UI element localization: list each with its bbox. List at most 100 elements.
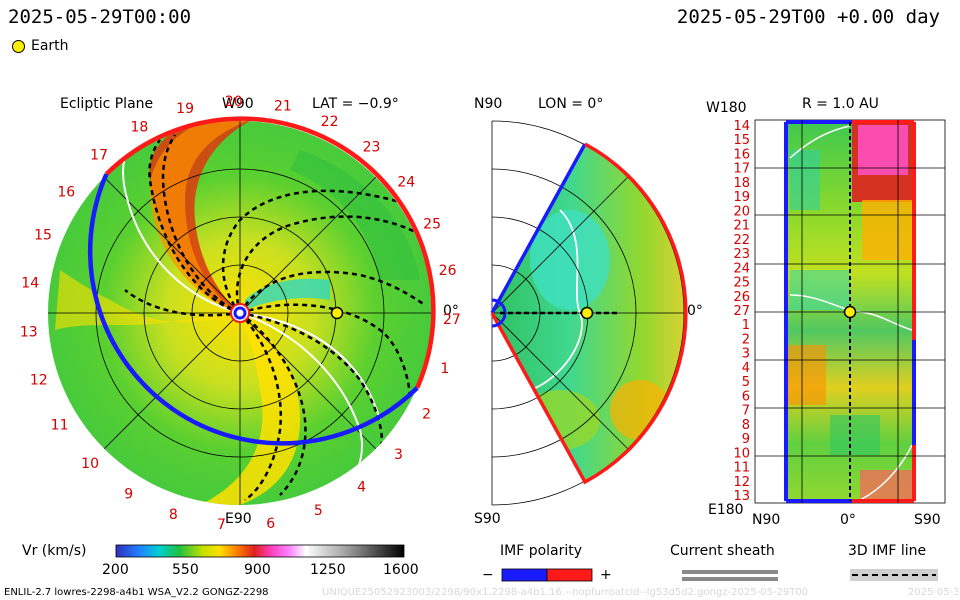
radial-ytick-19: 19 [733,190,750,205]
radial-ytick-4: 4 [742,361,750,376]
radial-ytick-11: 11 [733,461,750,476]
carrington-label-17: 17 [90,148,108,164]
carrington-label-21: 21 [274,98,292,114]
radial-xtick-0: 0° [840,512,856,528]
colorbar [115,544,405,558]
radial-ytick-9: 9 [742,432,750,447]
colorbar-tick-1600: 1600 [383,562,419,578]
carrington-label-11: 11 [51,417,69,433]
carrington-label-9: 9 [124,486,133,502]
current-sheath-legend-icon [682,570,778,581]
radial-ytick-2: 2 [742,333,750,348]
carrington-label-27: 27 [443,312,461,328]
colorbar-tick-550: 550 [172,562,199,578]
radial-ytick-27: 27 [733,304,750,319]
carrington-label-24: 24 [397,175,415,191]
ecliptic-bottom-label: E90 [225,511,252,527]
radial-ytick-1: 1 [742,318,750,333]
carrington-label-4: 4 [357,480,366,496]
radial-ytick-16: 16 [733,148,750,163]
carrington-label-19: 19 [176,101,194,117]
carrington-label-22: 22 [321,114,339,130]
carrington-label-15: 15 [34,228,52,244]
radial-ytick-14: 14 [733,119,750,134]
radial-ytick-3: 3 [742,347,750,362]
radial-ytick-25: 25 [733,276,750,291]
carrington-label-3: 3 [394,447,403,463]
carrington-label-13: 13 [20,325,38,341]
radial-ytick-8: 8 [742,418,750,433]
ecliptic-top-label: W90 [222,96,254,112]
meridional-lon-label: LON = 0° [538,96,604,112]
radial-top-left-label: W180 [706,100,747,116]
radial-ytick-7: 7 [742,404,750,419]
radial-earth-icon [843,305,857,319]
ecliptic-title: Ecliptic Plane [60,96,154,112]
colorbar-label: Vr (km/s) [22,543,87,559]
carrington-label-16: 16 [57,184,75,200]
radial-bottom-left-label: E180 [708,502,744,518]
ecliptic-right-label: 0° [443,303,459,319]
current-sheath-title: Current sheath [670,543,775,559]
radial-ytick-10: 10 [733,446,750,461]
radial-ytick-26: 26 [733,290,750,305]
radial-ytick-24: 24 [733,261,750,276]
radial-ytick-13: 13 [733,489,750,504]
carrington-label-26: 26 [439,263,457,279]
radial-y-ticks: 1415161718192021222324252627123456789101… [733,119,750,504]
earth-marker-icon [12,40,25,53]
carrington-label-5: 5 [314,503,323,519]
ecliptic-plane-panel [48,116,436,505]
radial-ytick-5: 5 [742,375,750,390]
radial-ytick-17: 17 [733,162,750,177]
carrington-label-6: 6 [266,516,275,532]
earth-legend-label: Earth [31,38,69,54]
carrington-labels: 19 20 212223242526271234567891011121314151… [20,94,461,533]
radial-ytick-22: 22 [733,233,750,248]
carrington-label-2: 2 [422,407,431,423]
carrington-label-23: 23 [363,140,381,156]
radial-xtick-s90: S90 [914,512,941,528]
carrington-label-8: 8 [169,507,178,523]
carrington-label-10: 10 [81,456,99,472]
carrington-label-14: 14 [21,275,39,291]
ecliptic-earth-icon [330,306,344,320]
left-timestamp: 2025-05-29T00:00 [8,6,192,28]
carrington-label-7: 7 [217,517,226,533]
imf-polarity-legend [501,568,593,582]
radial-ytick-15: 15 [733,133,750,148]
radial-ytick-21: 21 [733,219,750,234]
carrington-label-1: 1 [440,361,449,377]
imf-polarity-minus: − [482,567,494,583]
radial-title: R = 1.0 AU [802,96,879,112]
radial-ytick-18: 18 [733,176,750,191]
carrington-label-20: 20 [225,94,243,110]
footer-run-info: ENLIL-2.7 lowres-2298-a4b1 WSA_V2.2 GONG… [4,587,269,598]
meridional-right-label: 0° [687,303,703,319]
radial-ytick-12: 12 [733,475,750,490]
radial-ytick-23: 23 [733,247,750,262]
imf-line-legend-icon [850,569,938,581]
meridional-plane-panel [490,120,688,506]
radial-ytick-6: 6 [742,389,750,404]
right-timestamp: 2025-05-29T00 +0.00 day [676,6,940,28]
meridional-top-label: N90 [474,96,503,112]
imf-polarity-title: IMF polarity [500,543,583,559]
carrington-label-18: 18 [130,119,148,135]
radial-xtick-n90: N90 [752,512,781,528]
ecliptic-lat-label: LAT = −0.9° [312,96,399,112]
carrington-label-12: 12 [30,373,48,389]
imf-line-title: 3D IMF line [848,543,927,559]
footer-run-id: UNIQUE25052923003/2298/90x1.2298-a4b1.16… [322,587,809,598]
imf-polarity-plus: + [600,567,612,583]
footer-run-date: 2025-05-30 [908,587,958,598]
radial-map-panel [754,119,946,504]
meridional-earth-icon [580,306,594,320]
colorbar-tick-1250: 1250 [310,562,346,578]
meridional-bottom-label: S90 [474,511,501,527]
colorbar-tick-200: 200 [102,562,129,578]
colorbar-tick-900: 900 [244,562,271,578]
carrington-label-25: 25 [423,216,441,232]
radial-ytick-20: 20 [733,204,750,219]
